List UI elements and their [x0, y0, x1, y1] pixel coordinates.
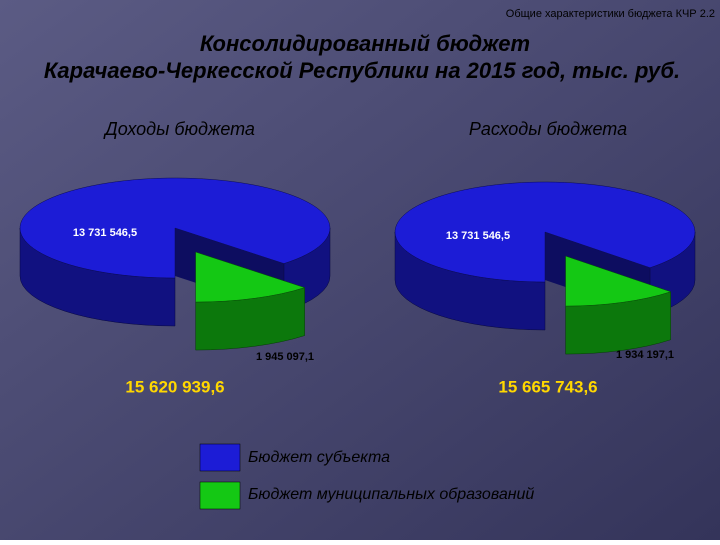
legend-swatch: [199, 481, 241, 510]
legend-swatch: [199, 443, 241, 472]
value-label: 13 731 546,5: [446, 230, 510, 242]
pie-slice: [565, 255, 672, 307]
pie-slice: [394, 181, 696, 283]
slide-title: Консолидированный бюджет: [200, 31, 530, 56]
chart-title: Расходы бюджета: [469, 119, 627, 139]
value-label: 13 731 546,5: [73, 227, 137, 239]
pie-slice: [195, 251, 306, 303]
total-label: 15 665 743,6: [498, 377, 597, 396]
pie-slice: [19, 177, 331, 279]
total-label: 15 620 939,6: [125, 377, 224, 396]
legend-label: Бюджет муниципальных образований: [248, 486, 534, 503]
slide-title: Карачаево-Черкесской Республики на 2015 …: [44, 58, 680, 83]
value-label: 1 945 097,1: [256, 351, 314, 363]
value-label: 1 934 197,1: [616, 349, 674, 361]
header-note: Общие характеристики бюджета КЧР 2.2: [506, 8, 715, 20]
legend-label: Бюджет субъекта: [248, 449, 390, 466]
chart-title: Доходы бюджета: [103, 119, 255, 139]
